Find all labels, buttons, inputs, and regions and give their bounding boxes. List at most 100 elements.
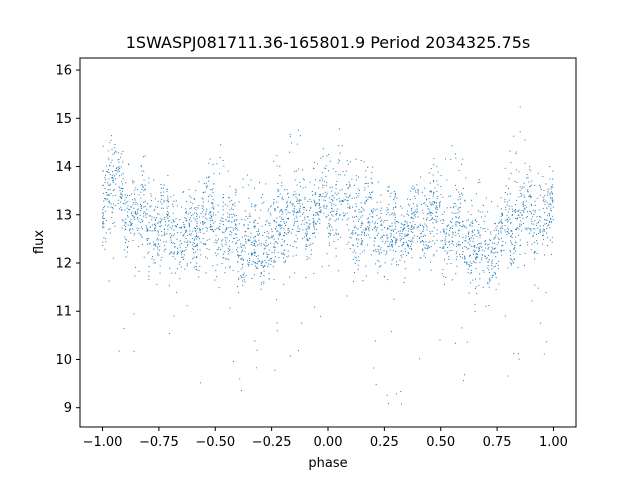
data-point (315, 202, 317, 204)
data-point (411, 229, 413, 231)
data-point (196, 262, 198, 264)
data-point (141, 236, 143, 238)
data-point (335, 204, 337, 206)
data-point (305, 244, 307, 246)
data-point (226, 237, 228, 239)
data-point (374, 340, 376, 342)
data-point (521, 209, 523, 211)
data-point (160, 230, 162, 232)
data-point (439, 201, 441, 203)
data-point (472, 230, 474, 232)
data-point (122, 161, 124, 163)
data-point (514, 245, 516, 247)
data-point (543, 228, 545, 230)
data-point (253, 243, 255, 245)
data-point (197, 245, 199, 247)
data-point (286, 256, 288, 258)
data-point (168, 333, 170, 335)
data-point (521, 194, 523, 196)
data-point (197, 207, 199, 209)
data-point (510, 242, 512, 244)
data-point (143, 194, 145, 196)
data-point (214, 221, 216, 223)
data-point (102, 244, 104, 246)
data-point (216, 227, 218, 229)
data-point (176, 223, 178, 225)
data-point (185, 237, 187, 239)
data-point (374, 209, 376, 211)
data-point (264, 260, 266, 262)
data-point (388, 228, 390, 230)
data-point (358, 218, 360, 220)
data-point (465, 246, 467, 248)
data-point (468, 232, 470, 234)
data-point (403, 224, 405, 226)
data-point (294, 179, 296, 181)
data-point (455, 205, 457, 207)
data-point (180, 226, 182, 228)
data-point (167, 228, 169, 230)
data-point (412, 185, 414, 187)
data-point (500, 237, 502, 239)
data-point (524, 228, 526, 230)
data-point (241, 249, 243, 251)
data-point (106, 192, 108, 193)
data-point (482, 286, 484, 288)
data-point (295, 215, 297, 217)
data-point (419, 257, 421, 259)
data-point (209, 194, 211, 196)
data-point (490, 279, 492, 281)
data-point (166, 207, 168, 209)
data-point (399, 259, 401, 261)
data-point (442, 273, 444, 275)
data-point (451, 212, 453, 214)
y-tick-label: 12 (55, 257, 72, 272)
data-point (391, 222, 393, 224)
data-point (365, 229, 367, 231)
data-point (345, 184, 347, 186)
data-point (451, 222, 453, 224)
data-point (457, 209, 459, 211)
data-point (493, 252, 495, 254)
data-point (518, 353, 520, 355)
data-point (412, 212, 414, 214)
data-point (157, 200, 159, 202)
data-point (455, 245, 457, 247)
data-point (357, 264, 359, 266)
data-point (129, 228, 131, 230)
data-point (212, 199, 214, 201)
data-point (162, 187, 164, 189)
data-point (380, 219, 382, 221)
data-point (268, 249, 270, 251)
data-point (114, 175, 116, 177)
data-point (299, 215, 301, 217)
data-point (220, 219, 222, 221)
data-point (209, 217, 211, 219)
y-tick-label: 15 (55, 112, 72, 127)
data-point (450, 263, 452, 265)
data-point (172, 256, 174, 258)
data-point (417, 193, 419, 195)
data-point (264, 231, 266, 233)
data-point (104, 181, 106, 183)
data-point (307, 200, 309, 202)
data-point (302, 169, 304, 171)
data-point (167, 174, 169, 176)
data-point (345, 196, 347, 198)
data-point (103, 237, 105, 239)
data-point (247, 240, 249, 242)
data-point (392, 208, 394, 210)
data-point (102, 227, 104, 229)
data-point (203, 233, 205, 235)
data-point (524, 204, 526, 206)
data-point (129, 208, 131, 210)
y-tick-label: 10 (55, 353, 72, 368)
data-point (274, 261, 276, 263)
data-point (231, 251, 233, 253)
data-point (339, 200, 341, 202)
y-tick-label: 16 (55, 64, 72, 79)
data-point (294, 191, 296, 193)
data-point (504, 229, 506, 231)
data-point (473, 246, 475, 248)
data-point (523, 222, 525, 224)
